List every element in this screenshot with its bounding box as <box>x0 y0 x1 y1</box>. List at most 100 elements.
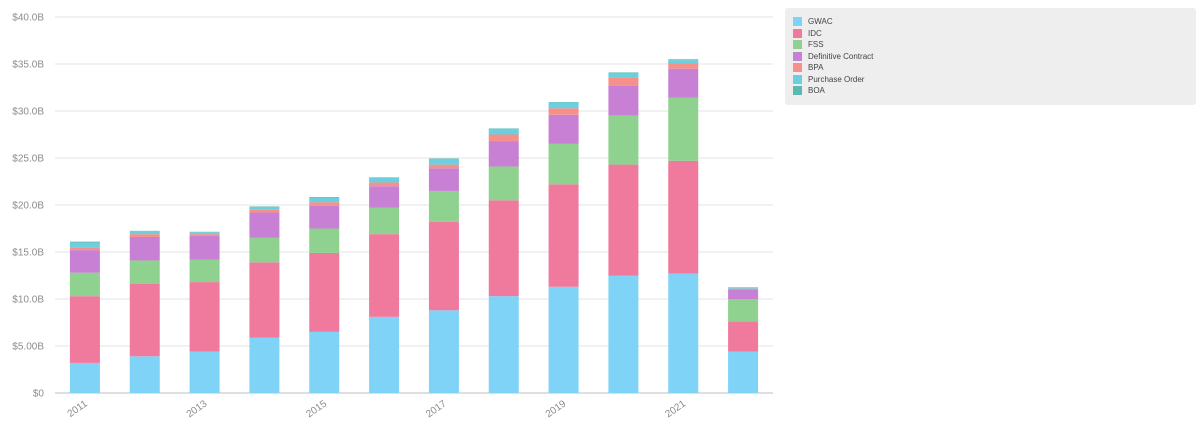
legend-label: BPA <box>808 63 824 73</box>
bar-segment[interactable] <box>129 231 160 235</box>
x-tick-label: 2017 <box>424 398 449 420</box>
y-tick-label: $0 <box>33 389 45 400</box>
legend-item[interactable]: IDC <box>793 28 1196 40</box>
bar-segment[interactable] <box>428 190 459 222</box>
y-tick-label: $35.0B <box>12 60 44 71</box>
bar-segment[interactable] <box>249 262 280 338</box>
bar-segment[interactable] <box>249 237 280 263</box>
bar-segment[interactable] <box>428 310 459 393</box>
bar-segment[interactable] <box>369 186 400 208</box>
bar-segment[interactable] <box>369 316 400 393</box>
bar-segment[interactable] <box>69 241 100 243</box>
bar-segment[interactable] <box>548 102 579 109</box>
legend-item[interactable]: Definitive Contract <box>793 51 1196 63</box>
legend-item[interactable]: BPA <box>793 62 1196 74</box>
bar-segment[interactable] <box>69 250 100 273</box>
legend-swatch <box>793 74 802 84</box>
bar-segment[interactable] <box>369 182 400 187</box>
bar-segment[interactable] <box>728 351 759 393</box>
bar-segment[interactable] <box>309 252 340 332</box>
bar-segment[interactable] <box>428 168 459 191</box>
bar-segment[interactable] <box>189 232 220 235</box>
bar-segment[interactable] <box>129 283 160 357</box>
bar-segment[interactable] <box>309 205 340 229</box>
legend-item[interactable]: FSS <box>793 39 1196 51</box>
bar-segment[interactable] <box>668 63 699 69</box>
bar-segment[interactable] <box>428 221 459 311</box>
bar-segment[interactable] <box>728 321 759 352</box>
bar-segment[interactable] <box>548 114 579 144</box>
y-tick-label: $5.00B <box>12 342 44 353</box>
bar-segment[interactable] <box>309 228 340 253</box>
bar-segment[interactable] <box>668 60 699 64</box>
bar-segment[interactable] <box>608 275 639 394</box>
legend-item[interactable]: GWAC <box>793 16 1196 28</box>
y-tick-label: $20.0B <box>12 201 44 212</box>
bar-segment[interactable] <box>608 164 639 276</box>
bar-segment[interactable] <box>488 134 519 142</box>
bar-segment[interactable] <box>668 97 699 161</box>
bar-segment[interactable] <box>309 202 340 206</box>
legend-label: BOA <box>808 86 825 96</box>
bar-segment[interactable] <box>189 259 220 283</box>
grid-lines <box>55 16 773 394</box>
bar-segment[interactable] <box>69 362 100 393</box>
bar-segment[interactable] <box>608 85 639 116</box>
bar-segment[interactable] <box>428 158 459 165</box>
bar-segment[interactable] <box>668 68 699 98</box>
bar-segment[interactable] <box>608 73 639 78</box>
bar-segment[interactable] <box>369 234 400 317</box>
bar-segment[interactable] <box>249 206 280 210</box>
bar-segment[interactable] <box>728 288 759 290</box>
y-tick-label: $10.0B <box>12 295 44 306</box>
bar-segment[interactable] <box>548 143 579 185</box>
bar-segment[interactable] <box>129 236 160 261</box>
bar-segment[interactable] <box>548 286 579 393</box>
bar-segment[interactable] <box>428 164 459 169</box>
bar-segment[interactable] <box>189 234 220 237</box>
legend-swatch <box>793 17 802 27</box>
legend-swatch <box>793 40 802 50</box>
bar-segment[interactable] <box>728 289 759 299</box>
bar-segment[interactable] <box>369 207 400 235</box>
y-tick-label: $40.0B <box>12 13 44 24</box>
bar-segment[interactable] <box>668 160 699 274</box>
bar-segment[interactable] <box>249 212 280 238</box>
bar-segment[interactable] <box>548 108 579 115</box>
bar-segment[interactable] <box>668 273 699 393</box>
legend-item[interactable]: BOA <box>793 85 1196 97</box>
bar-segment[interactable] <box>129 260 160 284</box>
bar-segment[interactable] <box>608 77 639 86</box>
bar-segment[interactable] <box>69 296 100 363</box>
bar-segment[interactable] <box>488 141 519 167</box>
bar-segment[interactable] <box>309 331 340 393</box>
bar-segment[interactable] <box>728 287 759 289</box>
bar-segment[interactable] <box>548 184 579 287</box>
bar-segment[interactable] <box>608 115 639 165</box>
bar-segment[interactable] <box>69 242 100 248</box>
bar-segment[interactable] <box>309 197 340 203</box>
bar-segment[interactable] <box>488 128 519 135</box>
bar-segment[interactable] <box>668 59 699 61</box>
y-axis-tick-labels: $0 $5.00B $10.0B $15.0B $20.0B $25.0B $30.0B $3… <box>12 13 44 400</box>
bar-segment[interactable] <box>129 356 160 393</box>
bar-segment[interactable] <box>728 299 759 322</box>
x-axis-tick-labels: 2011 2013 2015 2017 2019 2021 <box>66 398 689 420</box>
bar-segment[interactable] <box>488 166 519 201</box>
bar-segment[interactable] <box>249 337 280 393</box>
bar-segment[interactable] <box>129 234 160 237</box>
bar-segment[interactable] <box>189 236 220 260</box>
y-tick-label: $25.0B <box>12 154 44 165</box>
bar-segment[interactable] <box>69 272 100 297</box>
x-tick-label: 2021 <box>663 398 688 420</box>
bar-segment[interactable] <box>488 296 519 393</box>
bar-segment[interactable] <box>189 282 220 352</box>
bar-segment[interactable] <box>608 72 639 74</box>
legend-swatch <box>793 28 802 38</box>
bar-segment[interactable] <box>488 200 519 297</box>
bar-segment[interactable] <box>69 247 100 251</box>
legend-item[interactable]: Purchase Order <box>793 74 1196 86</box>
bar-segment[interactable] <box>369 177 400 183</box>
bar-segment[interactable] <box>189 351 220 393</box>
bar-segment[interactable] <box>249 209 280 213</box>
